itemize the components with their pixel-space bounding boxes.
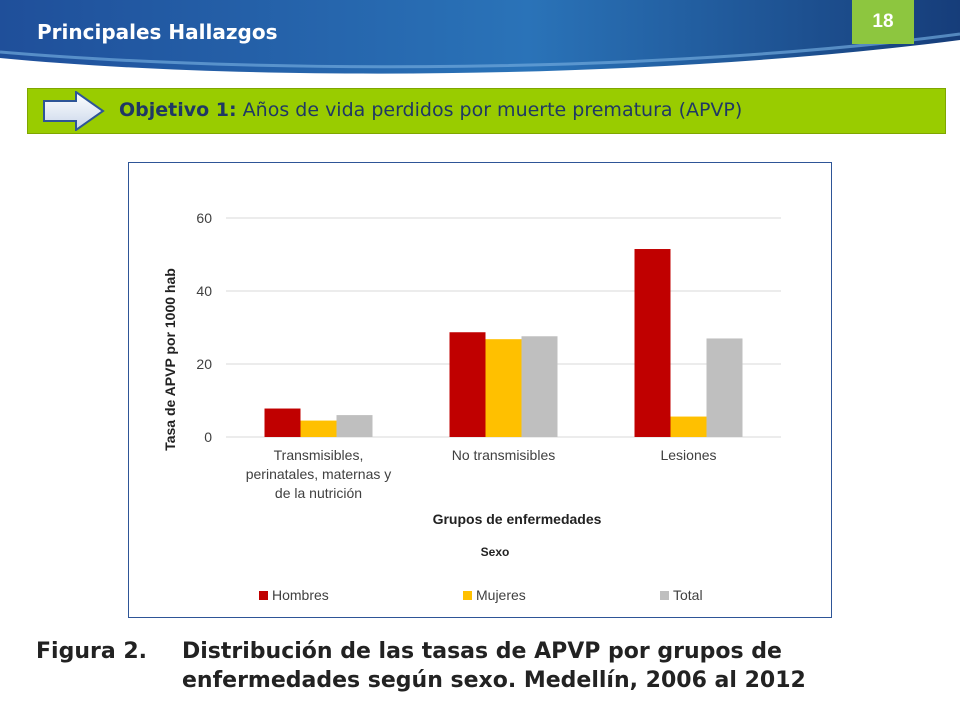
legend-swatch-total (660, 591, 669, 600)
x-tick-label-line: de la nutrición (275, 485, 362, 501)
legend-swatch-hombres (259, 591, 268, 600)
caption-text: Distribución de las tasas de APVP por gr… (182, 639, 806, 693)
y-tick-label: 60 (196, 210, 212, 226)
bar-mujeres (300, 420, 337, 437)
y-tick-label: 20 (196, 356, 212, 372)
bar-mujeres (670, 416, 707, 437)
legend-title: Sexo (481, 545, 510, 559)
chart-container: 0 20 40 60 Transmisibles, perinatales, matern… (128, 162, 832, 618)
x-tick-label-line: Transmisibles, (274, 447, 364, 463)
legend-swatch-mujeres (463, 591, 472, 600)
legend-label-hombres: Hombres (272, 587, 329, 603)
x-tick-label-line: perinatales, maternas y (246, 466, 392, 482)
legend-label-mujeres: Mujeres (476, 587, 526, 603)
bar-hombres (264, 408, 301, 437)
page-title: Principales Hallazgos (37, 20, 278, 44)
slide-number-badge: 18 (852, 0, 914, 44)
objective-banner: Objetivo 1: Años de vida perdidos por mu… (27, 88, 946, 134)
objective-description: Años de vida perdidos por muerte prematu… (242, 99, 743, 121)
bar-mujeres (485, 339, 522, 437)
objective-label: Objetivo 1: (119, 99, 237, 121)
header-background (0, 0, 960, 82)
bar-total (336, 415, 373, 437)
legend-label-total: Total (673, 587, 703, 603)
right-arrow-icon (43, 91, 105, 131)
y-tick-label: 40 (196, 283, 212, 299)
y-tick-label: 0 (204, 429, 212, 445)
x-tick-label-line: No transmisibles (452, 447, 555, 463)
y-axis-title: Tasa de APVP por 1000 hab (162, 268, 178, 451)
bar-total (521, 336, 558, 437)
bar-hombres (634, 249, 671, 437)
bar-total (706, 338, 743, 437)
caption-label: Figura 2. (36, 639, 147, 664)
x-tick-label: Lesiones (660, 447, 716, 463)
objective-text: Objetivo 1: Años de vida perdidos por mu… (119, 99, 742, 121)
x-tick-label: No transmisibles (452, 447, 555, 463)
bar-chart: 0 20 40 60 Transmisibles, perinatales, matern… (162, 210, 781, 603)
header-banner: Principales Hallazgos (0, 0, 960, 82)
bar-hombres (449, 332, 486, 437)
x-tick-label-line: Lesiones (660, 447, 716, 463)
x-axis-title: Grupos de enfermedades (433, 511, 602, 527)
x-tick-label: Transmisibles, perinatales, maternas y de … (246, 447, 392, 501)
